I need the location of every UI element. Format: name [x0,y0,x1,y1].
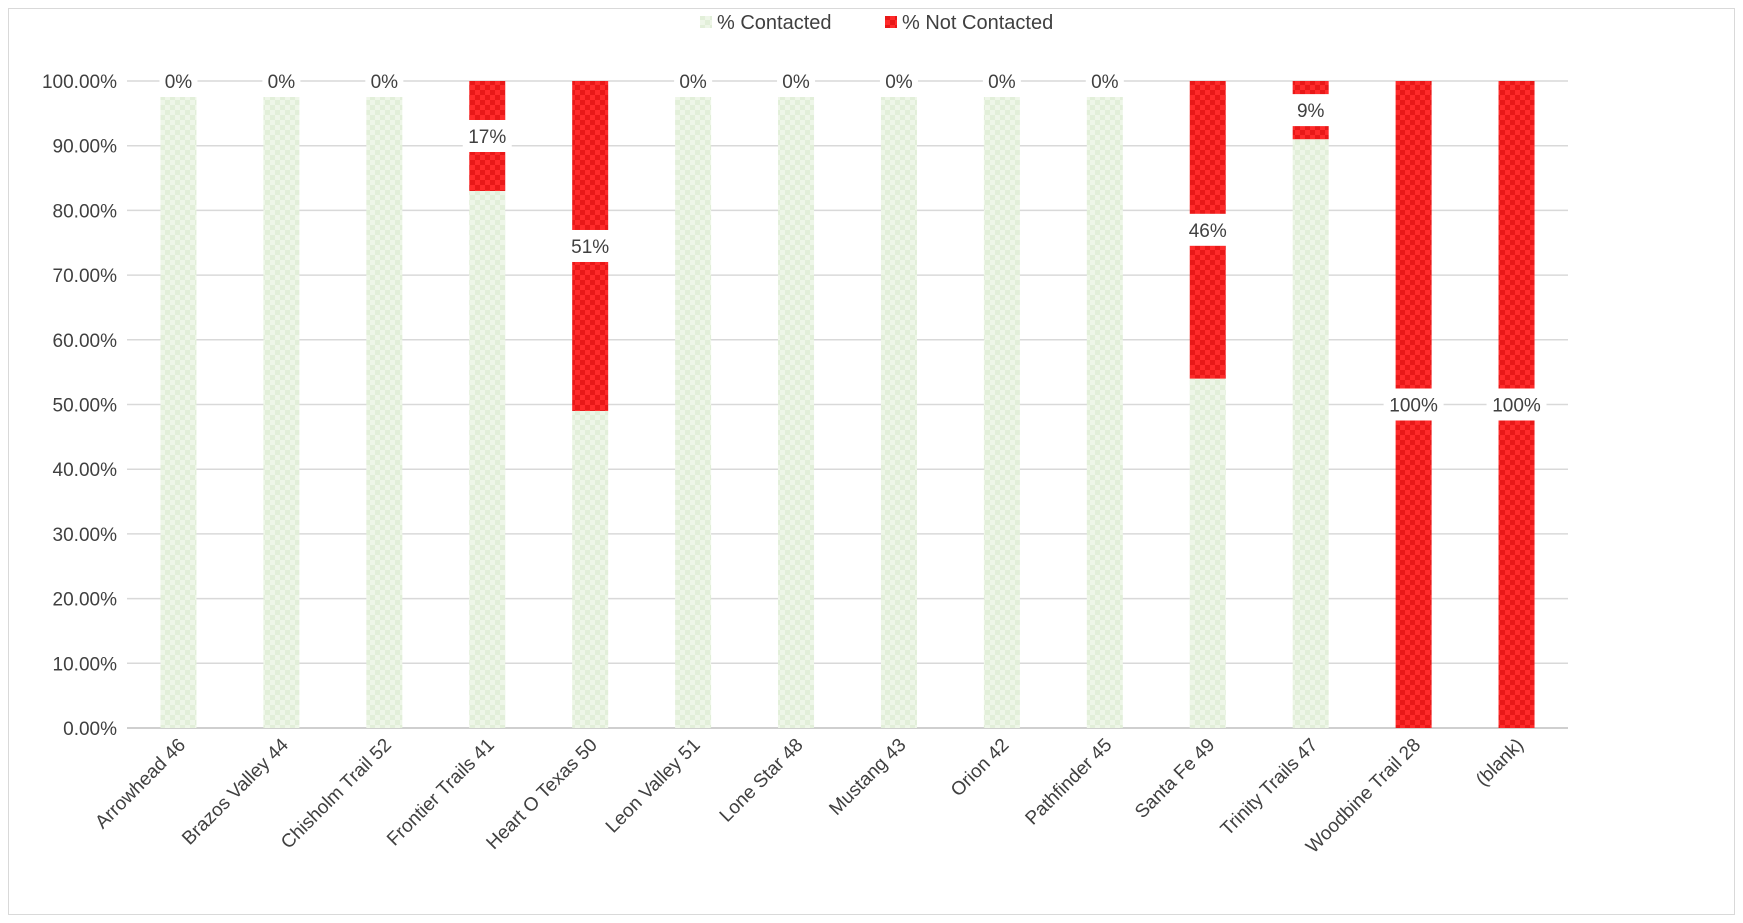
y-tick-label: 70.00% [53,266,118,287]
bar-contacted [1086,81,1123,728]
data-label: 0% [1091,72,1119,93]
data-labels: 0% 0% 0% 17% 51% 0% 0% 0% 0% 0% 46% 9% 100% 100% [159,65,1547,421]
data-label: 0% [679,72,707,93]
bar-contacted [1189,378,1226,728]
data-label: 0% [165,72,193,93]
data-label-bg [462,119,512,152]
data-label: 0% [268,72,296,93]
data-label-bg [159,65,198,97]
data-label: 17% [468,127,506,148]
legend-swatch-contacted [700,16,712,28]
data-label-bg [879,65,918,97]
bar-contacted [469,190,506,729]
x-tick-label: Frontier Trails 41 [383,735,499,851]
y-tick-label: 80.00% [53,201,118,222]
y-tick-label: 30.00% [53,525,118,546]
x-tick-label: Arrowhead 46 [92,735,190,833]
legend-label: % Contacted [717,12,832,34]
data-label: 0% [782,72,810,93]
data-label-bg [777,65,816,97]
y-axis: 0.00% 10.00% 20.00% 30.00% 40.00% 50.00% 60.00… [42,72,117,740]
x-tick-label: Lone Star 48 [716,735,808,827]
data-label-bg [1383,388,1444,421]
gridlines [127,80,1568,729]
x-tick-label: Chisholm Trail 52 [277,735,396,854]
data-label: 0% [371,72,399,93]
legend: % Contacted % Not Contacted [700,12,1053,34]
data-label: 9% [1297,101,1325,122]
data-label-bg [674,65,713,97]
y-tick-label: 20.00% [53,590,118,611]
data-label: 0% [988,72,1016,93]
data-label-bg [1183,213,1233,246]
data-label-bg [982,65,1021,97]
bars [160,81,1535,729]
bar-contacted [1292,139,1329,729]
y-tick-label: 100.00% [42,72,117,93]
x-tick-label: Heart O Texas 50 [483,735,602,854]
legend-label: % Not Contacted [902,12,1053,34]
legend-swatch-not-contacted [885,16,897,28]
bar-contacted [263,81,300,728]
bar-contacted [880,81,917,728]
y-tick-label: 0.00% [63,719,117,740]
y-tick-label: 10.00% [53,654,118,675]
x-tick-label: Pathfinder 45 [1022,735,1117,830]
x-tick-label: Mustang 43 [825,735,910,820]
bar-contacted [675,81,712,728]
x-tick-label: Santa Fe 49 [1131,735,1219,823]
data-label-bg [1085,65,1124,97]
y-tick-label: 40.00% [53,460,118,481]
x-tick-label: Orion 42 [947,735,1013,801]
bar-contacted [572,410,609,728]
x-tick-label: Woodbine Trail 28 [1302,735,1425,858]
data-label-bg [365,65,404,97]
y-tick-label: 50.00% [53,396,118,417]
data-label: 46% [1189,221,1227,242]
x-tick-label: Trinity Trails 47 [1217,735,1322,840]
data-label-bg [262,65,301,97]
data-label: 100% [1492,396,1541,417]
bar-contacted [366,81,403,728]
y-tick-label: 60.00% [53,331,118,352]
data-label-bg [565,229,615,262]
x-tick-label: Leon Valley 51 [602,735,705,838]
bar-contacted [778,81,815,728]
x-tick-label: (blank) [1472,735,1528,791]
data-label-bg [1486,388,1547,421]
data-label: 100% [1389,396,1438,417]
data-label-bg [1291,94,1330,127]
bar-contacted [983,81,1020,728]
x-tick-label: Brazos Valley 44 [178,734,293,849]
data-label: 51% [571,237,609,258]
y-tick-label: 90.00% [53,137,118,158]
bar-contacted [160,81,197,728]
data-label: 0% [885,72,913,93]
